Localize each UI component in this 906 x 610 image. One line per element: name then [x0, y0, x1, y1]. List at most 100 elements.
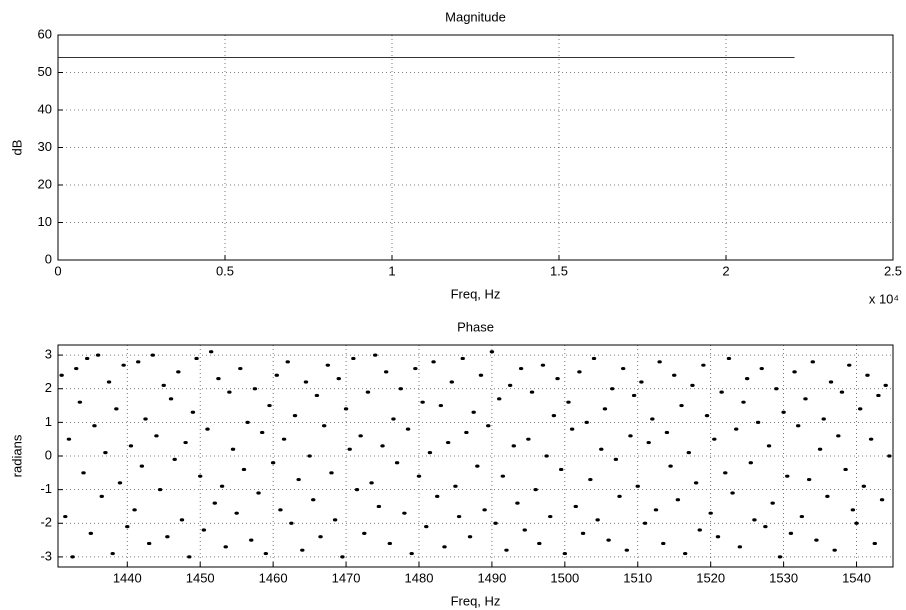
x-tick-label: 1450	[186, 570, 215, 585]
point	[537, 541, 542, 546]
y-tick-label: 50	[38, 64, 52, 79]
point	[223, 545, 228, 549]
y-tick-label: 40	[38, 101, 52, 116]
subplot-title: Phase	[457, 319, 494, 334]
point	[588, 477, 593, 482]
point	[675, 498, 681, 502]
point	[562, 551, 568, 556]
point	[456, 514, 462, 519]
y-tick-label: 0	[45, 447, 52, 462]
x-tick-label: 1510	[623, 570, 652, 585]
point	[774, 387, 779, 391]
y-axis-label: radians	[9, 434, 24, 477]
point	[219, 484, 225, 488]
point	[868, 437, 874, 441]
point	[726, 356, 732, 361]
x-tick-label: 1460	[259, 570, 288, 585]
point	[464, 430, 469, 435]
x-tick-label: 1500	[550, 570, 579, 585]
point	[865, 373, 870, 377]
point	[759, 366, 764, 371]
point	[99, 494, 104, 498]
point	[781, 410, 786, 414]
point	[136, 360, 141, 364]
x-tick-label: 1480	[405, 570, 434, 585]
y-tick-label: -2	[40, 515, 52, 530]
y-tick-label: 0	[45, 251, 52, 266]
x-tick-label: 1440	[113, 570, 142, 585]
point	[121, 363, 126, 367]
point	[208, 350, 214, 354]
point	[558, 467, 564, 472]
x-axis-label: Freq, Hz	[451, 593, 501, 608]
point	[628, 434, 633, 438]
point	[697, 528, 702, 532]
point	[832, 548, 837, 552]
point	[657, 360, 662, 364]
point	[59, 373, 64, 377]
point	[325, 363, 331, 367]
point	[613, 457, 619, 461]
point	[795, 424, 801, 428]
point	[187, 555, 192, 559]
x-tick-label: 1490	[477, 570, 506, 585]
point	[734, 427, 739, 431]
point	[551, 414, 557, 418]
point	[486, 424, 491, 428]
point	[642, 521, 648, 525]
point	[139, 464, 145, 468]
x-axis-label: Freq, Hz	[451, 286, 501, 301]
x-tick-label: 0.5	[216, 263, 234, 278]
point	[230, 447, 236, 451]
point	[387, 541, 393, 546]
point	[318, 535, 323, 539]
point	[489, 350, 495, 354]
point	[154, 434, 159, 438]
point	[704, 414, 710, 418]
point	[504, 548, 509, 552]
point	[402, 511, 407, 515]
point	[518, 366, 524, 371]
point	[806, 477, 812, 482]
point	[190, 410, 196, 414]
point	[369, 481, 374, 485]
point	[620, 366, 626, 371]
y-tick-label: 2	[45, 380, 52, 395]
point	[631, 393, 637, 398]
point	[329, 471, 334, 475]
x-tick-label: 1520	[696, 570, 725, 585]
point	[460, 356, 465, 361]
point	[690, 383, 695, 387]
point	[289, 521, 294, 525]
point	[624, 548, 630, 552]
point	[114, 407, 119, 411]
point	[475, 464, 480, 468]
point	[157, 488, 163, 492]
point	[580, 531, 586, 535]
point	[847, 363, 852, 367]
point	[168, 397, 174, 401]
y-tick-label: 20	[38, 176, 52, 191]
point	[125, 525, 130, 529]
point	[599, 447, 604, 451]
point	[828, 380, 834, 384]
point	[398, 387, 403, 391]
point	[234, 511, 239, 515]
point	[132, 508, 137, 512]
point	[183, 440, 188, 445]
point	[281, 437, 287, 441]
point	[296, 477, 301, 482]
point	[311, 498, 316, 502]
x-tick-label: 1	[388, 263, 395, 278]
point	[682, 551, 688, 556]
point	[216, 377, 221, 381]
point	[438, 403, 444, 408]
point	[227, 390, 232, 394]
point	[442, 545, 447, 549]
point	[540, 363, 546, 367]
point	[179, 518, 185, 522]
x-tick-label: 1.5	[550, 263, 568, 278]
point	[602, 407, 608, 411]
point	[194, 356, 199, 361]
point	[854, 521, 859, 525]
